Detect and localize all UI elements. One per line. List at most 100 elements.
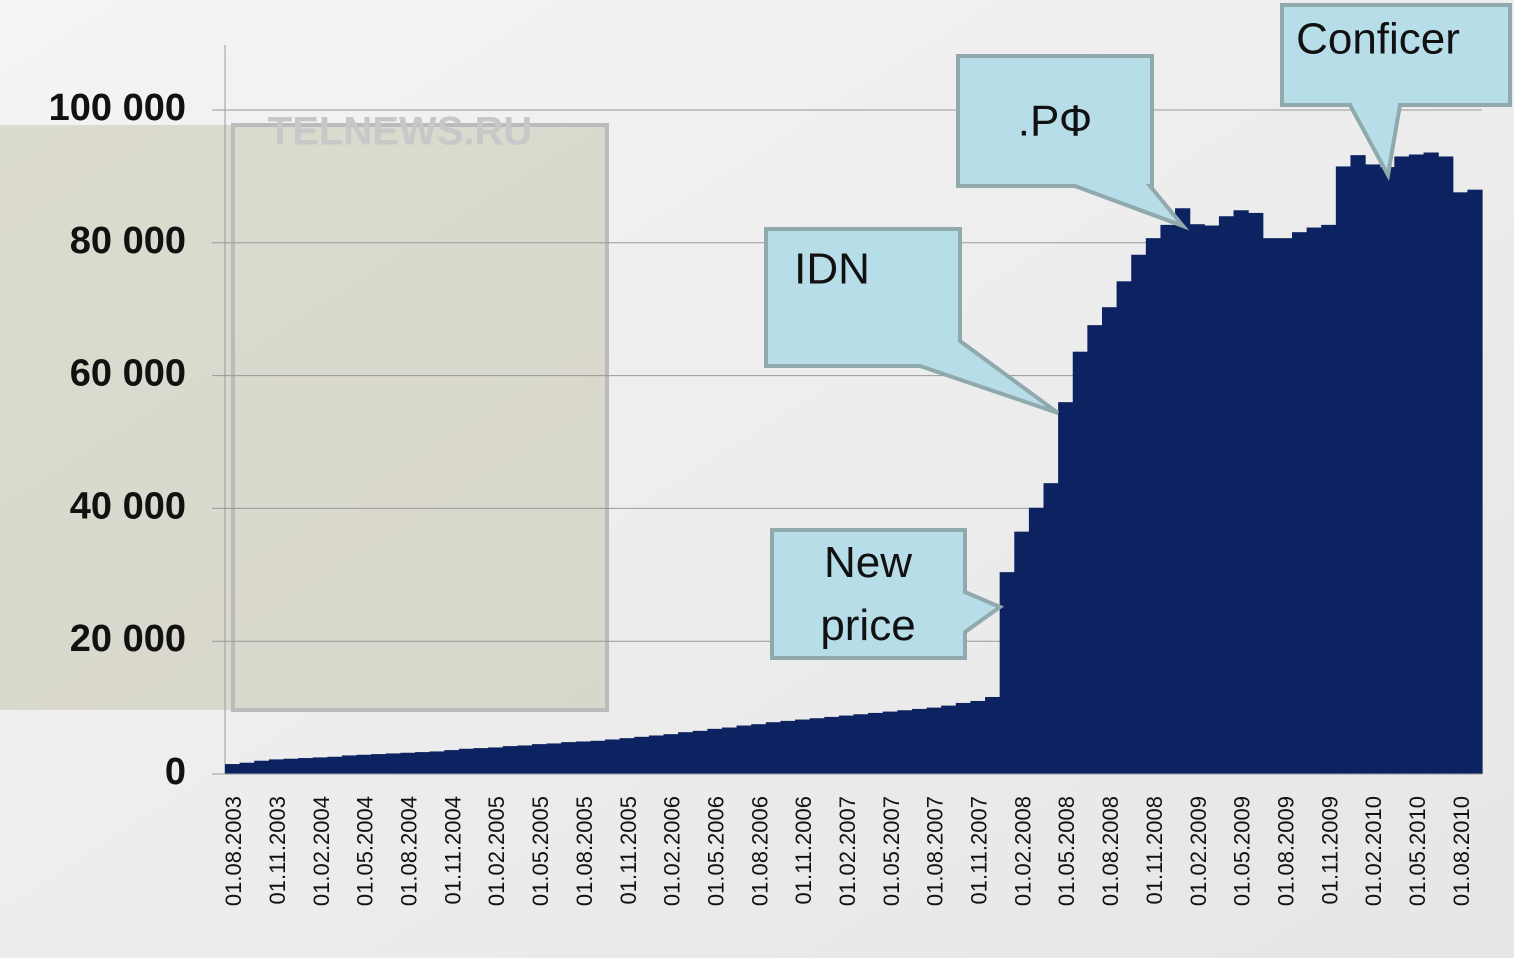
callout <box>956 54 1190 231</box>
x-tick-label: 01.05.2006 <box>703 796 728 906</box>
cartoon-backdrop <box>0 125 607 710</box>
bar <box>444 750 460 774</box>
x-tick-label: 01.08.2010 <box>1449 796 1474 906</box>
bar <box>751 724 767 774</box>
bar <box>868 712 884 774</box>
bar <box>1116 281 1132 774</box>
bar <box>1145 238 1162 775</box>
bar <box>1248 212 1264 775</box>
watermark-frame <box>231 123 609 712</box>
y-tick-label: 0 <box>165 751 186 793</box>
bar <box>692 730 708 774</box>
bar <box>1365 164 1381 774</box>
x-tick-label: 01.05.2007 <box>879 796 904 906</box>
bar <box>1306 227 1322 774</box>
x-tick-label: 01.05.2004 <box>353 796 378 906</box>
bar <box>283 758 299 774</box>
bar <box>1028 507 1045 774</box>
bar <box>678 732 694 774</box>
bar <box>1408 154 1425 774</box>
annotation: New price <box>820 538 915 650</box>
bar <box>970 700 986 774</box>
bar <box>1131 254 1147 774</box>
bar <box>765 722 782 774</box>
bar <box>1423 152 1439 775</box>
bar <box>225 764 241 774</box>
y-tick-label: 20 000 <box>70 618 186 660</box>
bar <box>882 711 898 774</box>
callout <box>770 528 1005 660</box>
x-tick-label: 01.05.2009 <box>1230 796 1255 906</box>
y-tick-label: 40 000 <box>70 485 186 527</box>
bar <box>590 740 606 774</box>
bar <box>1160 224 1176 774</box>
watermark: TELNEWS.RU <box>268 110 532 154</box>
bar <box>809 718 825 774</box>
x-tick-label: 01.08.2004 <box>397 796 422 906</box>
callout <box>1280 3 1512 182</box>
x-tick-label: 01.08.2006 <box>747 796 772 906</box>
bar <box>1335 166 1352 774</box>
x-tick-label: 01.02.2004 <box>309 796 334 906</box>
bar <box>1262 238 1278 775</box>
bar <box>1175 208 1191 775</box>
bar <box>721 727 738 774</box>
bar <box>605 739 621 774</box>
bar <box>298 758 314 774</box>
bar <box>312 757 328 774</box>
bar <box>254 760 270 774</box>
x-tick-label: 01.02.2008 <box>1010 796 1035 906</box>
bar <box>707 728 723 774</box>
bar <box>239 762 255 774</box>
bar <box>1058 402 1074 774</box>
x-tick-label: 01.02.2007 <box>835 796 860 906</box>
bar <box>341 755 358 774</box>
bar <box>911 708 928 774</box>
x-tick-label: 01.11.2004 <box>440 796 465 904</box>
x-tick-label: 01.02.2010 <box>1361 796 1386 906</box>
bar <box>1277 238 1293 775</box>
bar <box>619 738 635 774</box>
bar <box>488 747 504 774</box>
bar <box>955 702 972 774</box>
x-tick-label: 01.02.2009 <box>1186 796 1211 906</box>
annotation: IDN <box>794 245 870 294</box>
bar <box>1233 210 1249 774</box>
bar <box>268 759 285 774</box>
x-tick-label: 01.08.2005 <box>572 796 597 906</box>
bar <box>458 748 475 774</box>
bar <box>853 714 869 774</box>
x-tick-label: 01.08.2008 <box>1098 796 1123 906</box>
callout <box>764 227 1060 415</box>
x-tick-label: 01.05.2005 <box>528 796 553 906</box>
bar <box>648 735 665 774</box>
bar <box>985 696 1001 774</box>
bar <box>1438 156 1454 775</box>
bar <box>429 751 445 774</box>
bar <box>1452 192 1468 774</box>
bar <box>1291 232 1308 774</box>
annotation: .РФ <box>1018 97 1093 146</box>
bar <box>400 752 416 774</box>
bar <box>517 745 533 774</box>
x-tick-label: 01.08.2007 <box>923 796 948 906</box>
x-tick-label: 01.05.2010 <box>1405 796 1430 906</box>
x-tick-label: 01.11.2005 <box>616 796 641 904</box>
bar <box>1350 155 1366 775</box>
y-tick-label: 60 000 <box>70 353 186 395</box>
bar <box>926 707 942 774</box>
bar <box>795 719 811 774</box>
bar <box>575 741 592 774</box>
bar <box>327 756 343 774</box>
bar <box>531 744 548 774</box>
bar <box>415 752 431 774</box>
bar <box>663 734 679 774</box>
bar <box>1014 531 1030 774</box>
x-tick-label: 01.11.2008 <box>1142 796 1167 904</box>
bar <box>1189 224 1205 774</box>
annotation: Conficer <box>1296 15 1460 64</box>
x-tick-label: 01.02.2005 <box>484 796 509 906</box>
bar <box>1087 325 1103 774</box>
y-tick-label: 80 000 <box>70 220 186 262</box>
